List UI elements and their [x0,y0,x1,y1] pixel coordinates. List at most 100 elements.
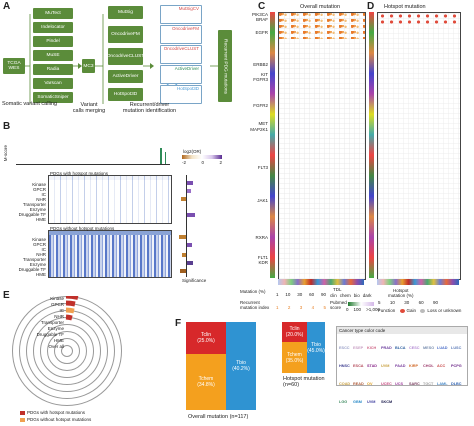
legend-text: PDGs with hotspot mutations [27,410,86,415]
with-hotspot-title: PDGs with hotspot mutations [50,171,109,176]
legend-title: Function [378,308,396,313]
cancer-color-strip [369,12,374,278]
row-labels-2: Kinase GPCR IC NHR Transporter Enzyme Dr… [4,237,46,277]
gene-label: MAP2K1 [250,127,268,132]
hotspot-pct-legend: Hotspot mutation (%) [388,288,414,298]
legend-title: Mutation (%) [240,289,266,294]
cell-pct: (35.0%) [285,357,304,364]
card-label: OncodriveFM [171,26,199,31]
legend-text: PDGs without hotspot mutations [27,417,92,422]
panel-label-a: A [3,1,11,12]
ring-label: Druggable TF [36,332,64,337]
gene-label: BRAF [255,17,268,22]
gene-label: ERBB2 [253,62,268,67]
cancer-code: PAAD [395,364,406,368]
mc3-box: MC3 [82,59,95,73]
tick: 100 [353,307,362,312]
ring-label: Kinase [50,296,64,301]
gene-label: FGFR2 [253,103,268,108]
hotspot-mutation-title: Hotspot mutation [384,4,426,10]
cell-pct: (20.0%) [285,332,304,338]
or-scale-ticks: -2 0 2 [182,160,222,165]
ring-labels: Kinase GPCR IC NHR Transporter Enzyme Dr… [24,296,64,350]
tool-box: MuTect [33,8,73,19]
treemap-cell-tchem: Tchem (35.0%) [282,342,307,373]
cancer-code: SARC [409,382,420,386]
cell-label: Tclin [200,332,211,338]
tick: 60 [418,300,424,305]
method-card: ActiveDriver [160,65,202,84]
cell-pct: (45.0%) [307,347,325,354]
significance-label: Significance [182,278,207,283]
cancer-code: ESCA [353,364,364,368]
treemap-cell-tbio: Tbio (45.0%) [307,322,325,373]
row-label: Druggable TF [18,267,46,272]
cancer-code: DLBC [451,382,462,386]
row-label: HME [36,217,46,222]
gene-label: PIK3CA [251,12,268,17]
or-tick: 0 [201,160,204,165]
row-label: Transporter [22,257,46,262]
gene-label: EGFR [255,30,268,35]
cancer-code: TGCT [423,382,434,386]
row-label: GPCR [32,242,46,247]
tick: 90 [320,292,326,297]
cancer-code: UVM [381,364,390,368]
caption-identification: Recurrent/driver mutation identification [122,102,177,114]
tick: 10 [285,292,291,297]
tick: 2 [287,305,291,310]
cancer-code-title: Cancer type color code [337,327,467,334]
heatmap-with-hotspot [48,175,172,224]
cancer-code: ACC [437,364,446,368]
row-label: Kinase [32,237,46,242]
cell-label: Tbio [311,341,321,348]
legend-without: PDGs without hotspot mutations [20,417,91,422]
cancer-code: UCS [395,382,404,386]
ring-label: Transporter [40,320,64,325]
tick: 5 [378,300,381,305]
cancer-code-grid: ESCC ESEP KICH PRAD BLCA CESC MESO LUAD LUSC HNSC… [337,334,467,410]
row-label: Kinase [32,182,46,187]
gene-label: JAK1 [257,198,268,203]
overall-mutation-title: Overall mutation [300,4,341,10]
card-label: HotSpot3D [176,86,199,91]
mscore-bar [165,152,166,164]
cancer-code: ESCC [339,346,350,350]
cancer-code: PRAD [381,346,392,350]
tick: 3 [299,305,303,310]
cancer-type-bar [278,279,364,285]
cell-pct: (25.0%) [197,338,215,344]
cancer-code: BLCA [395,346,406,350]
tool-box: MuSE [33,50,73,61]
cell-label: Tclin [289,326,300,332]
hotspot-mutation-grid [377,12,461,280]
overall-caption: Overall mutation (n=117) [188,414,249,420]
caption-merging: Variant calls merging [72,102,106,114]
pubmed-ticks: 0 100 >1,000 [346,307,380,312]
driver-box: MutSig [108,6,143,19]
panel-label-b: B [3,121,11,132]
cancer-code: ESEP [353,346,364,350]
recurrent-pdg-box: Recurrent PDG mutations [218,30,232,102]
mutation-pct-legend: Mutation (%) [240,289,266,294]
driver-box: ActiveDriver [108,70,143,83]
method-card: MutSigCV [160,5,202,24]
driver-box: OncodriveFM [108,26,143,43]
or-tick: -2 [182,160,187,165]
tick: 1 [276,292,279,297]
tdl-ticks: clin chem bio dark [330,293,372,298]
swatch [20,410,25,415]
cancer-code: UCEC [381,382,392,386]
ring [61,345,73,357]
tick: bio [353,293,360,298]
cancer-code: KIRP [409,364,419,368]
or-legend-title: log2(OR) [183,149,202,154]
legend-with: PDGs with hotspot mutations [20,410,85,415]
gene-label: RXRA [255,235,268,240]
mscore-axis-label: M-score [3,145,8,162]
cancer-code: LGG [339,400,348,404]
legend-item: Loss or unknown [427,308,462,313]
cancer-code: HNSC [339,364,350,368]
tick: 1 [276,305,279,310]
treemap-cell-tbio: Tbio (40.2%) [226,322,256,410]
